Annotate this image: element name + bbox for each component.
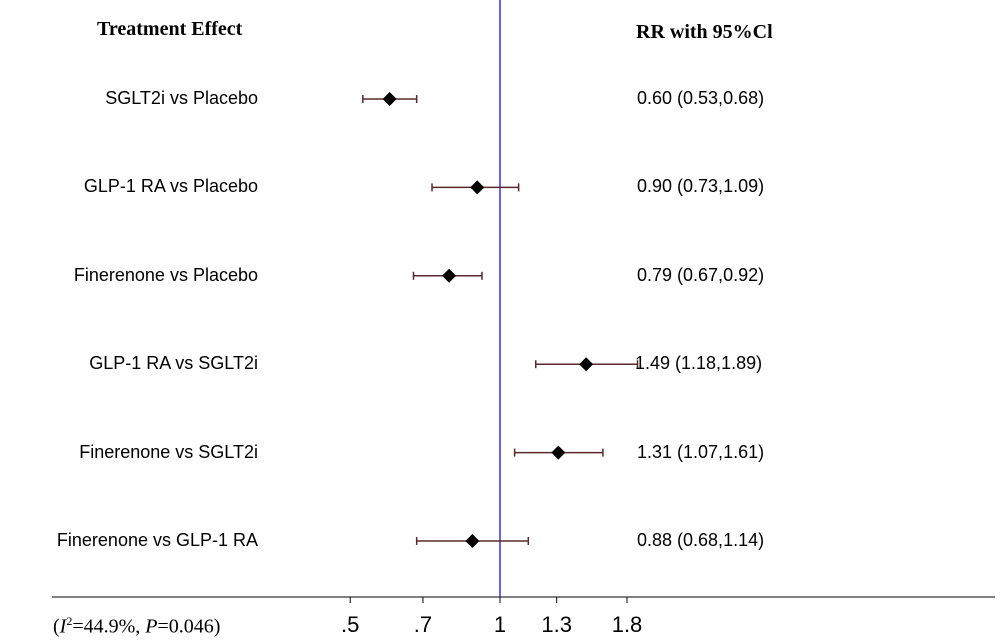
p-value: 0.046 <box>168 615 214 638</box>
row-label: SGLT2i vs Placebo <box>105 88 258 108</box>
i2-value: 44.9% <box>83 615 136 638</box>
heterogeneity-note: (I2=44.9%, P=0.046) <box>53 614 221 638</box>
row-rr-value: 1.31 (1.07,1.61) <box>637 441 765 462</box>
point-estimate-marker <box>470 180 485 195</box>
point-estimate-marker <box>382 92 397 106</box>
point-estimate-marker <box>551 445 566 460</box>
x-tick-label: .5 <box>341 612 360 637</box>
row-rr-value: 0.79 (0.67,0.92) <box>637 264 765 285</box>
x-tick-label: .7 <box>413 612 433 637</box>
row-label: GLP-1 RA vs SGLT2i <box>89 353 258 374</box>
point-estimate-marker <box>579 357 594 372</box>
row-rr-value: 1.49 (1.18,1.89) <box>635 353 763 374</box>
row-rr-value: 0.60 (0.53,0.68) <box>637 88 765 108</box>
x-tick-label: 1.3 <box>541 612 572 637</box>
header-treatment-effect: Treatment Effect <box>97 18 243 40</box>
row-rr-value: 0.88 (0.68,1.14) <box>637 530 765 550</box>
row-label: GLP-1 RA vs Placebo <box>83 176 258 197</box>
x-tick-label: 1 <box>493 612 507 637</box>
row-label: Finerenone vs GLP-1 RA <box>56 530 258 550</box>
point-estimate-marker <box>465 534 480 548</box>
x-tick-label: 1.8 <box>611 612 643 637</box>
row-label: Finerenone vs Placebo <box>73 264 258 285</box>
row-label: Finerenone vs SGLT2i <box>79 441 258 462</box>
header-rr-ci: RR with 95%Cl <box>636 21 773 43</box>
point-estimate-marker <box>442 268 457 283</box>
row-rr-value: 0.90 (0.73,1.09) <box>637 176 765 197</box>
